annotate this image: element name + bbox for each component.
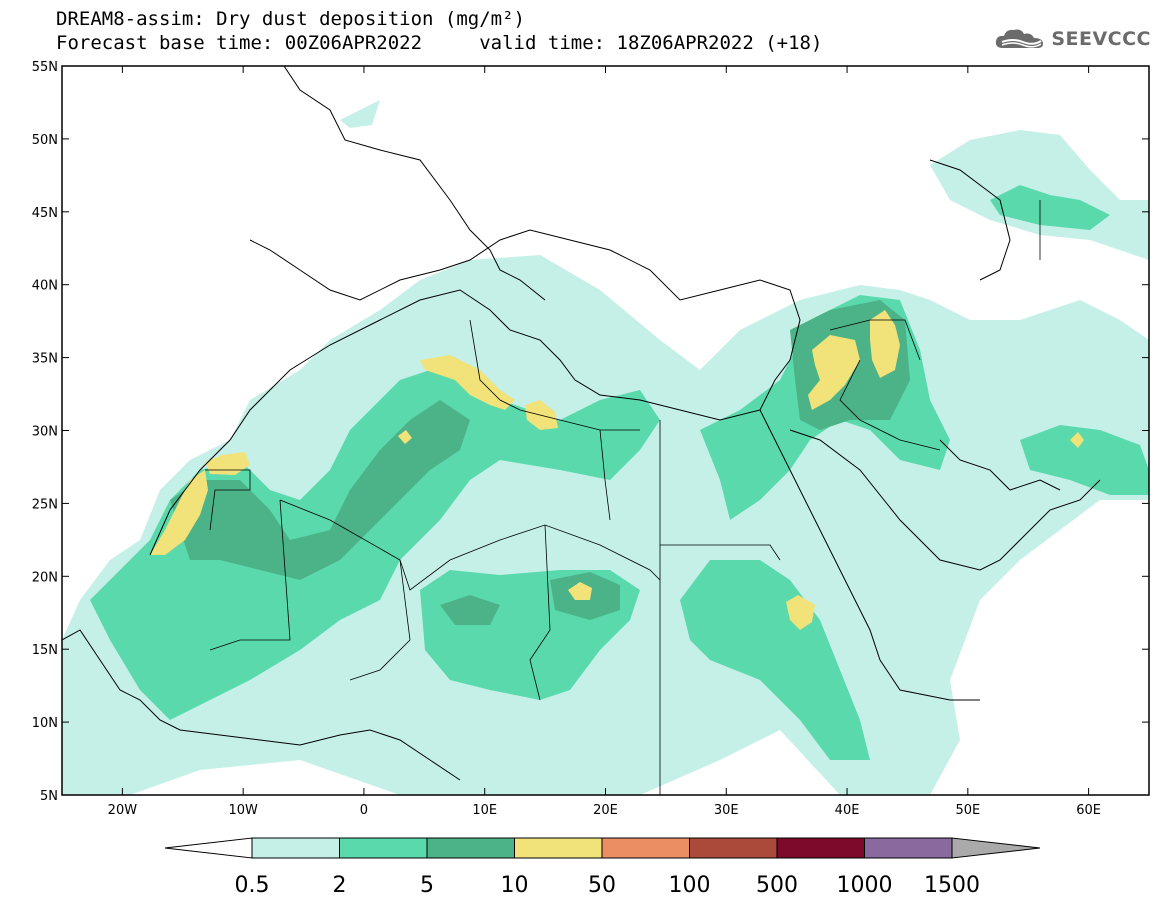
lat-tick-label: 20N [32,570,58,585]
cloud-icon [996,29,1044,48]
dust-contour-lightest-uk [340,100,380,128]
colorbar-under-arrow [164,837,253,859]
dust-contour-yellow-iran [1070,432,1084,448]
lon-tick-label: 60E [1076,803,1101,818]
seevccc-logo: SEEVCCC [993,26,1151,52]
colorbar-segment [426,837,515,859]
colorbar-label: 5 [420,873,434,898]
logo-text: SEEVCCC [1051,28,1151,50]
dust-contour-light-green-iran [1020,425,1149,495]
lat-tick-label: 25N [32,497,58,512]
colorbar-label: 50 [588,873,616,898]
dust-contour-light-green-west [90,360,660,720]
dust-contour-yellow-syria [808,335,860,410]
colorbar-label: 1500 [924,873,980,898]
lat-tick-label: 40N [32,279,58,294]
dust-contour-yellow-chad [568,582,592,600]
lon-tick-label: 30E [714,803,739,818]
lon-tick-label: 20E [593,803,618,818]
colorbar-segment [339,837,428,859]
dust-contour-yellow-tunisia [420,355,515,410]
lat-tick-label: 35N [32,352,58,367]
map-subtitle-times: Forecast base time: 00Z06APR2022 valid t… [56,32,823,54]
lat-tick-label: 50N [32,133,58,148]
colorbar-segment [251,837,340,859]
colorbar-label: 0.5 [235,873,270,898]
lat-tick-label: 55N [32,60,58,75]
dust-contour-yellow-morocco [150,470,208,555]
lon-tick-label: 20W [108,803,138,818]
lat-tick-label: 10N [32,716,58,731]
colorbar: 0.5 2 5 10 50 100 500 1000 1500 [164,837,1041,898]
dust-contour-light-green-caspian [990,185,1110,230]
colorbar-segment [601,837,690,859]
colorbar-segment [689,837,778,859]
country-borders [205,200,1041,795]
dust-contour-yellow-iraq [870,310,900,378]
lat-tick-label: 30N [32,425,58,440]
map-title: DREAM8-assim: Dry dust deposition (mg/m²… [56,8,525,30]
colorbar-label: 500 [756,873,798,898]
colorbar-label: 2 [333,873,347,898]
colorbar-label: 10 [501,873,529,898]
colorbar-segment [776,837,865,859]
dust-contour-medium-green-west [170,400,470,580]
lat-tick-label: 15N [32,643,58,658]
dust-field [62,66,1149,795]
colorbar-segment [864,837,953,859]
colorbar-over-arrow [951,837,1041,859]
dust-contour-medium-green-sahel [440,595,500,625]
lon-tick-label: 50E [955,803,980,818]
lat-tick-label: 45N [32,206,58,221]
lat-tick-label: 5N [40,789,58,804]
lon-tick-label: 0 [360,803,368,818]
coastlines [62,66,1101,781]
lon-tick-label: 40E [835,803,860,818]
lon-tick-label: 10E [472,803,497,818]
latitude-axis: 55N 50N 45N 40N 35N 30N 25N 20N 15N 10N 5N [32,60,1149,804]
colorbar-segment [514,837,603,859]
dust-contour-light-green-sudan [680,560,870,760]
longitude-axis: 20W 10W 0 10E 20E 30E 40E 50E 60E [108,66,1101,818]
dust-contour-yellow-algeria [398,430,412,444]
dust-contour-yellow-canary [205,452,250,475]
colorbar-label: 1000 [837,873,893,898]
colorbar-label: 100 [669,873,711,898]
dust-contour-yellow-eritrea [786,595,815,630]
lon-tick-label: 10W [228,803,258,818]
